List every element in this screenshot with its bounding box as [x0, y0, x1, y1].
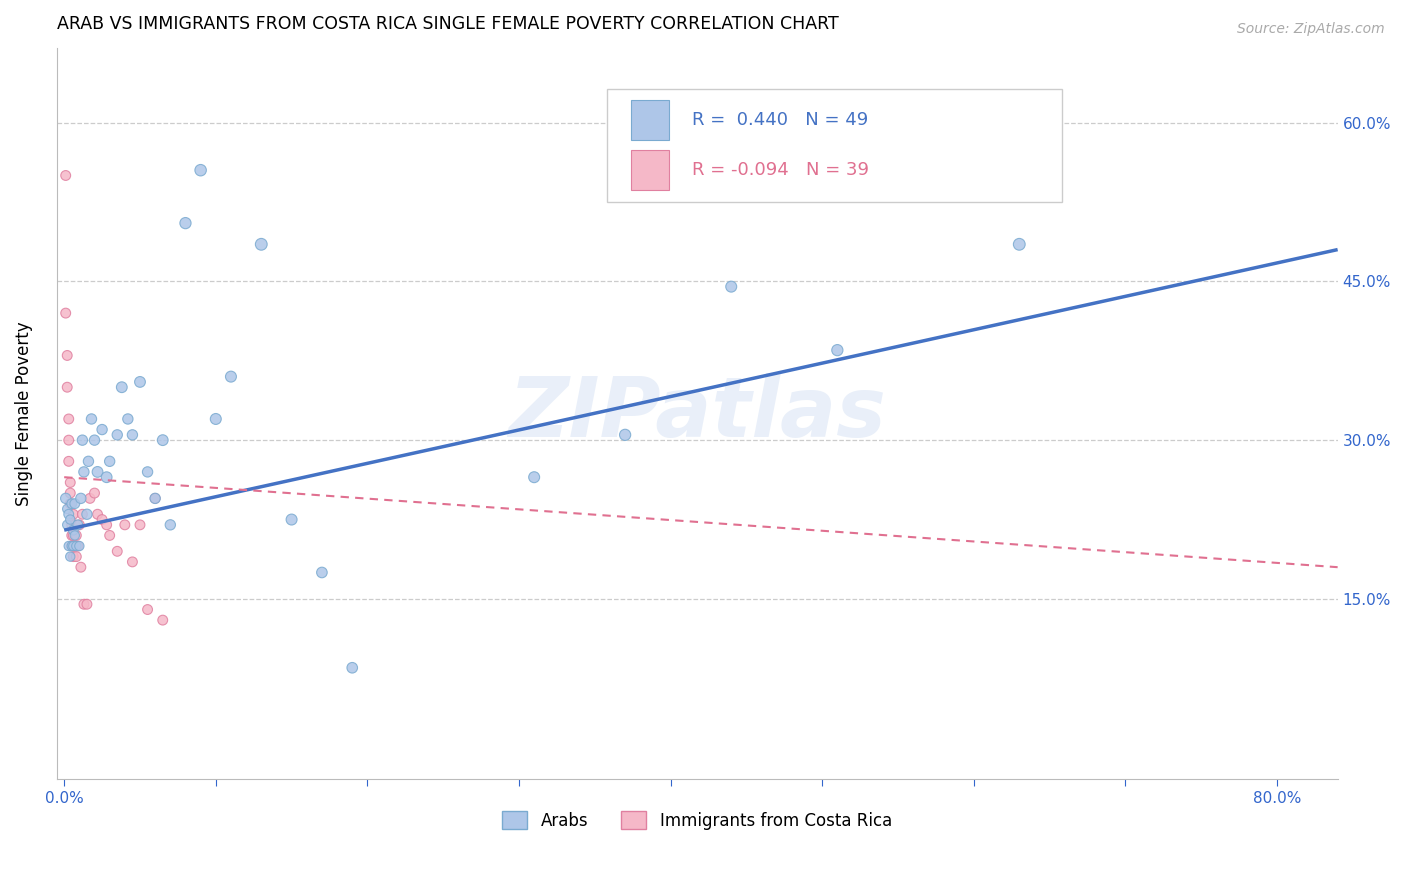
- Point: [60, 539, 83, 553]
- Point: [83, 433, 105, 447]
- Text: R = -0.094   N = 39: R = -0.094 N = 39: [692, 161, 869, 179]
- Point: [204, 412, 226, 426]
- Point: [73, 597, 96, 611]
- Point: [76, 508, 98, 522]
- Point: [66, 517, 89, 532]
- Point: [136, 602, 159, 616]
- Point: [105, 544, 128, 558]
- Point: [827, 343, 849, 358]
- Point: [143, 491, 166, 506]
- Point: [59, 486, 82, 500]
- Point: [62, 539, 84, 553]
- Point: [129, 375, 152, 389]
- Point: [63, 539, 86, 553]
- Point: [1008, 237, 1031, 252]
- Point: [311, 566, 333, 580]
- Point: [73, 465, 96, 479]
- Point: [86, 508, 108, 522]
- Point: [114, 517, 136, 532]
- Point: [59, 475, 82, 490]
- Point: [72, 508, 94, 522]
- Point: [614, 428, 637, 442]
- Point: [63, 517, 86, 532]
- Point: [70, 491, 93, 506]
- Point: [105, 428, 128, 442]
- Point: [70, 560, 93, 574]
- Point: [67, 517, 90, 532]
- Point: [86, 465, 108, 479]
- Point: [136, 465, 159, 479]
- Point: [77, 454, 100, 468]
- Point: [720, 279, 742, 293]
- Point: [129, 517, 152, 532]
- Legend: Arabs, Immigrants from Costa Rica: Arabs, Immigrants from Costa Rica: [495, 805, 898, 837]
- Point: [80, 412, 103, 426]
- Point: [59, 549, 82, 564]
- Point: [117, 412, 139, 426]
- Point: [62, 508, 84, 522]
- Text: ZIPatlas: ZIPatlas: [508, 373, 886, 454]
- Point: [72, 433, 94, 447]
- Point: [523, 470, 546, 484]
- Point: [58, 539, 80, 553]
- Point: [62, 523, 84, 537]
- FancyBboxPatch shape: [630, 100, 669, 140]
- Point: [219, 369, 242, 384]
- Text: ARAB VS IMMIGRANTS FROM COSTA RICA SINGLE FEMALE POVERTY CORRELATION CHART: ARAB VS IMMIGRANTS FROM COSTA RICA SINGL…: [56, 15, 838, 33]
- Point: [190, 163, 212, 178]
- Point: [60, 497, 83, 511]
- Point: [62, 549, 84, 564]
- Point: [63, 528, 86, 542]
- Point: [59, 512, 82, 526]
- Point: [121, 555, 143, 569]
- Point: [56, 380, 79, 394]
- Point: [174, 216, 197, 230]
- Text: Source: ZipAtlas.com: Source: ZipAtlas.com: [1237, 22, 1385, 37]
- Point: [152, 613, 174, 627]
- Point: [111, 380, 134, 394]
- Point: [96, 470, 118, 484]
- FancyBboxPatch shape: [607, 88, 1062, 202]
- Point: [60, 539, 83, 553]
- FancyBboxPatch shape: [630, 150, 669, 190]
- Point: [65, 539, 87, 553]
- Point: [58, 454, 80, 468]
- Point: [79, 491, 101, 506]
- Point: [280, 512, 302, 526]
- Text: R =  0.440   N = 49: R = 0.440 N = 49: [692, 112, 869, 129]
- Point: [159, 517, 181, 532]
- Point: [55, 306, 77, 320]
- Point: [91, 423, 114, 437]
- Point: [76, 597, 98, 611]
- Point: [83, 486, 105, 500]
- Point: [55, 491, 77, 506]
- Point: [98, 454, 121, 468]
- Point: [65, 528, 87, 542]
- Point: [62, 528, 84, 542]
- Point: [58, 433, 80, 447]
- Point: [66, 539, 89, 553]
- Point: [342, 661, 364, 675]
- Point: [60, 528, 83, 542]
- Point: [59, 497, 82, 511]
- Point: [58, 508, 80, 522]
- Point: [56, 348, 79, 362]
- Point: [98, 528, 121, 542]
- Point: [96, 517, 118, 532]
- Point: [91, 512, 114, 526]
- Point: [58, 412, 80, 426]
- Point: [152, 433, 174, 447]
- Point: [65, 549, 87, 564]
- Point: [67, 539, 90, 553]
- Point: [56, 502, 79, 516]
- Point: [143, 491, 166, 506]
- Point: [250, 237, 273, 252]
- Y-axis label: Single Female Poverty: Single Female Poverty: [15, 321, 32, 506]
- Point: [63, 497, 86, 511]
- Point: [121, 428, 143, 442]
- Point: [55, 169, 77, 183]
- Point: [60, 517, 83, 532]
- Point: [56, 517, 79, 532]
